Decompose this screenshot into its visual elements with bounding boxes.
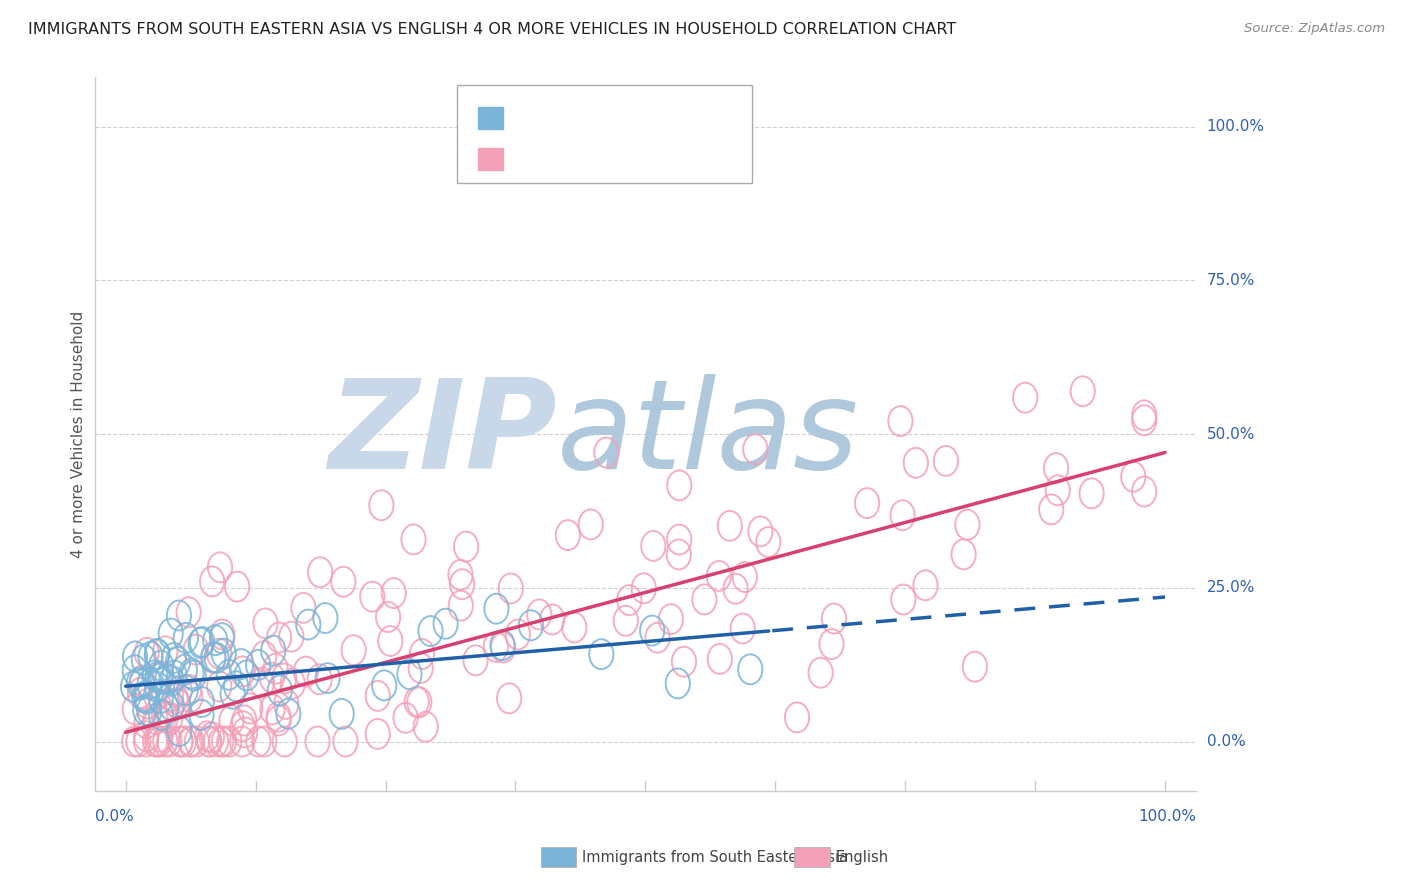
Text: Immigrants from South Eastern Asia: Immigrants from South Eastern Asia (582, 850, 848, 864)
Text: R = 0.738   N = 157: R = 0.738 N = 157 (512, 150, 709, 168)
Text: ZIP: ZIP (329, 374, 557, 494)
Text: IMMIGRANTS FROM SOUTH EASTERN ASIA VS ENGLISH 4 OR MORE VEHICLES IN HOUSEHOLD CO: IMMIGRANTS FROM SOUTH EASTERN ASIA VS EN… (28, 22, 956, 37)
Text: 25.0%: 25.0% (1206, 581, 1256, 595)
Text: R = 0.307   N =  70: R = 0.307 N = 70 (512, 109, 703, 127)
Text: Source: ZipAtlas.com: Source: ZipAtlas.com (1244, 22, 1385, 36)
Text: 0.0%: 0.0% (1206, 734, 1246, 749)
Text: 50.0%: 50.0% (1206, 426, 1256, 442)
Text: 0.0%: 0.0% (94, 809, 134, 824)
Text: 75.0%: 75.0% (1206, 273, 1256, 288)
Text: 100.0%: 100.0% (1139, 809, 1197, 824)
Text: English: English (835, 850, 889, 864)
Y-axis label: 4 or more Vehicles in Household: 4 or more Vehicles in Household (72, 310, 86, 558)
Text: atlas: atlas (557, 374, 859, 494)
Text: 100.0%: 100.0% (1206, 120, 1264, 134)
